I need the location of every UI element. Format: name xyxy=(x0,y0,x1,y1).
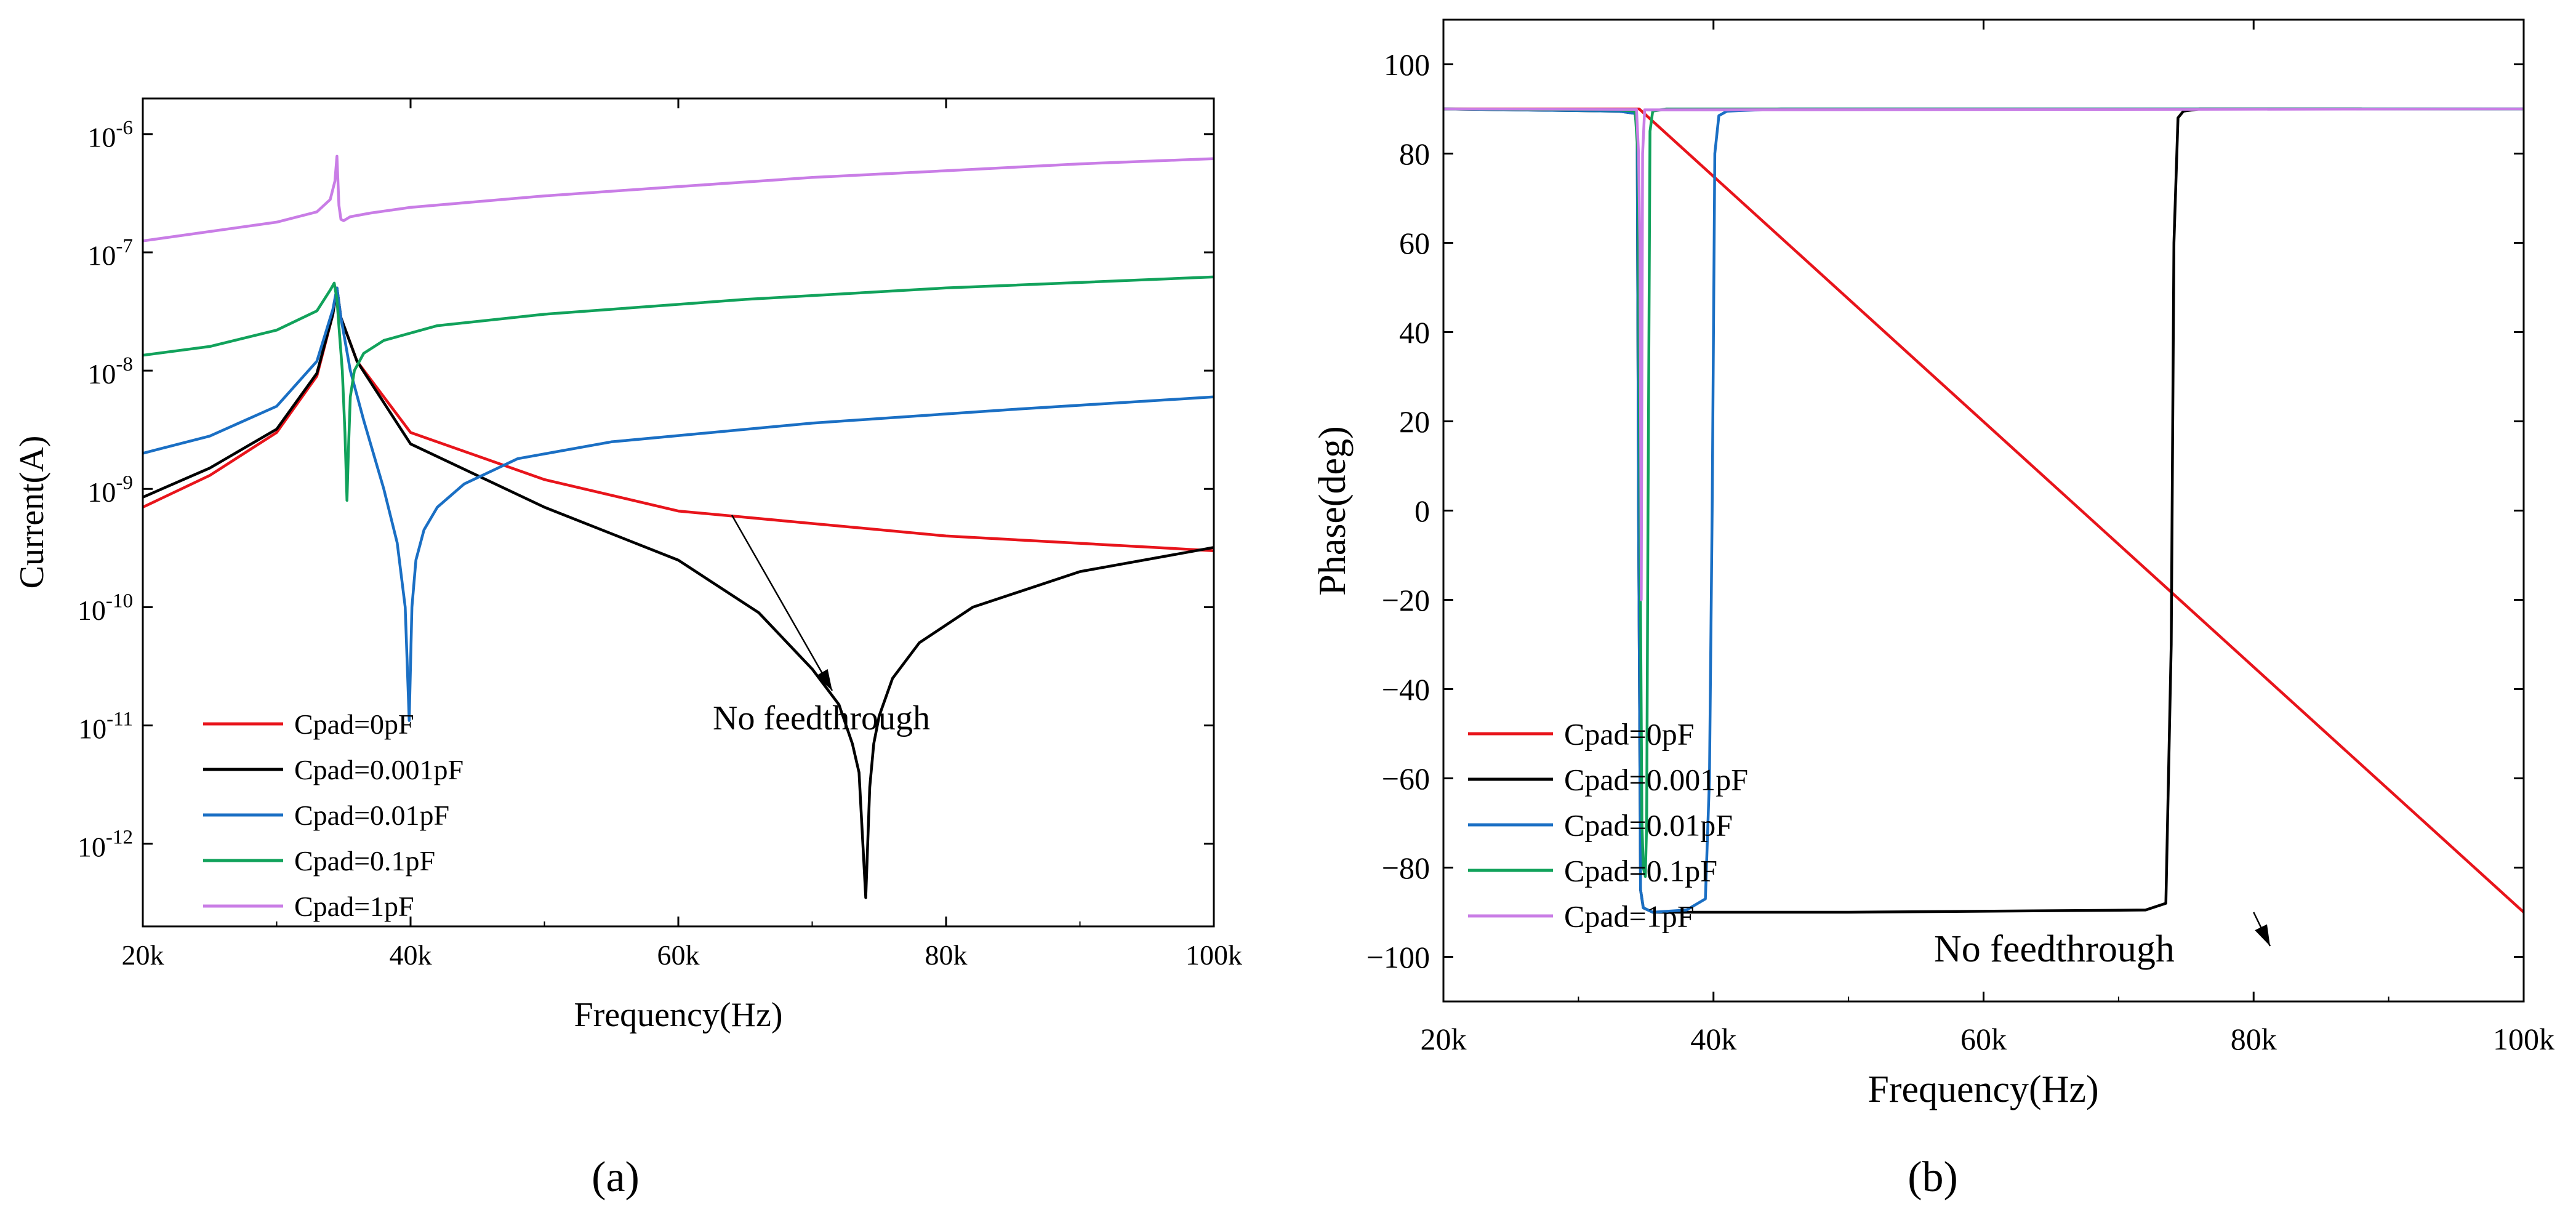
panel-b-y-tick-label: 40 xyxy=(1399,315,1430,350)
panel-b-x-tick-label: 60k xyxy=(1960,1022,2007,1056)
panel-a-series xyxy=(143,155,1214,899)
panel-a-x-tick-label: 100k xyxy=(1186,939,1242,971)
annotation-text: No feedthrough xyxy=(1934,928,2175,970)
panel-a-x-axis-title: Frequency(Hz) xyxy=(574,996,783,1034)
legend-label: Cpad=1pF xyxy=(1564,899,1695,934)
series-line-cpad-0-1pf xyxy=(143,275,1214,502)
panel-a-y-tick-label: 10-7 xyxy=(87,235,133,271)
panel-a-caption: (a) xyxy=(592,1154,640,1201)
panel-b-ticks xyxy=(1442,20,2525,1001)
panel-b-y-tick-label: 100 xyxy=(1384,47,1430,82)
panel-a-y-tick-label: 10-12 xyxy=(78,826,133,863)
panel-a-annotation: No feedthrough xyxy=(713,515,930,737)
legend-label: Cpad=0pF xyxy=(1564,717,1695,752)
panel-a-y-tick-label: 10-10 xyxy=(78,589,133,626)
panel-b-y-tick-label: −80 xyxy=(1382,851,1430,885)
panel-b-y-tick-label: −20 xyxy=(1382,583,1430,617)
legend-label: Cpad=0pF xyxy=(294,708,414,740)
panel-a-x-tick-label: 60k xyxy=(657,939,700,971)
legend-label: Cpad=0.01pF xyxy=(1564,808,1733,843)
panel-a-x-tick-label: 80k xyxy=(925,939,968,971)
panel-a-chart: 20k 40k 60k 80k 100k10-1210-1110-1010-910-81… xyxy=(13,97,1242,1034)
panel-b-x-tick-label: 40k xyxy=(1690,1022,1736,1056)
panel-b-y-tick-label: −60 xyxy=(1382,761,1430,796)
legend-label: Cpad=0.001pF xyxy=(1564,763,1748,797)
panel-b-legend: Cpad=0pF Cpad=0.001pF Cpad=0.01pF Cpad=0.1p… xyxy=(1468,717,1748,934)
annotation-arrowhead xyxy=(816,669,832,691)
series-line-cpad-0-01pf xyxy=(143,286,1214,722)
panel-b-x-tick-label: 20k xyxy=(1421,1022,1467,1056)
annotation-text: No feedthrough xyxy=(713,699,930,737)
panel-b-y-tick-label: 80 xyxy=(1399,137,1430,171)
panel-b-series xyxy=(1443,107,2524,914)
legend-label: Cpad=0.01pF xyxy=(294,800,449,831)
panel-b-plot-frame xyxy=(1442,18,2525,1003)
panel-b-y-tick-label: −100 xyxy=(1366,940,1430,974)
panel-b-y-tick-label: 60 xyxy=(1399,226,1430,260)
panel-a-y-axis-title: Current(A) xyxy=(13,436,51,589)
panel-b-y-tick-label: 0 xyxy=(1414,494,1430,528)
panel-b-x-tick-label: 100k xyxy=(2493,1022,2554,1056)
panel-b-y-tick-label: 20 xyxy=(1399,404,1430,439)
panel-a-x-tick-label: 20k xyxy=(122,939,164,971)
panel-a-x-tick-label: 40k xyxy=(390,939,432,971)
panel-a-labels: 20k 40k 60k 80k 100k10-1210-1110-1010-910-81… xyxy=(78,116,1242,971)
panel-b-y-axis-title: Phase(deg) xyxy=(1312,426,1354,595)
legend-label: Cpad=0.001pF xyxy=(294,754,463,785)
annotation-arrowhead xyxy=(2255,924,2270,946)
panel-b-chart: 20k 40k 60k 80k 100k −100 −80 −60 −40 −20 0 20 40 60 8… xyxy=(1312,18,2554,1110)
panel-b-x-tick-label: 80k xyxy=(2231,1022,2277,1056)
panel-b-x-axis-title: Frequency(Hz) xyxy=(1868,1069,2098,1110)
legend-label: Cpad=1pF xyxy=(294,891,414,922)
panel-b-caption: (b) xyxy=(1908,1154,1958,1201)
panel-b-labels: 20k 40k 60k 80k 100k −100 −80 −60 −40 −20 0 20 40 60 8… xyxy=(1366,47,2554,1056)
series-line-cpad-1pf xyxy=(143,155,1214,243)
series-line-cpad-1pf xyxy=(1443,107,2524,601)
panel-b-y-tick-label: −40 xyxy=(1382,672,1430,707)
panel-a-legend: Cpad=0pF Cpad=0.001pF Cpad=0.01pF Cpad=0.1p… xyxy=(203,708,463,922)
legend-label: Cpad=0.1pF xyxy=(294,845,435,877)
panel-a-plot-frame xyxy=(142,97,1215,928)
legend-label: Cpad=0.1pF xyxy=(1564,854,1717,888)
series-line-cpad-0-001pf xyxy=(143,286,1214,899)
annotation-arrow xyxy=(731,515,833,691)
panel-b-annotation: No feedthrough xyxy=(1934,912,2271,970)
